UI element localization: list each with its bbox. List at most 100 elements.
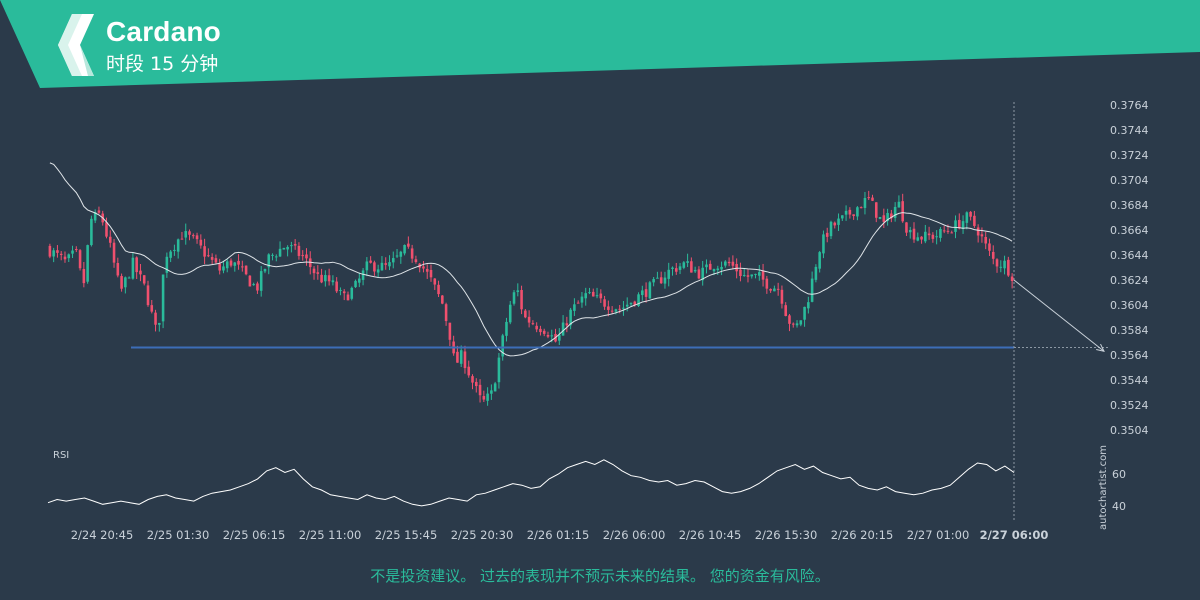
- candle: [607, 306, 610, 310]
- candle: [561, 322, 565, 336]
- candle: [656, 277, 659, 279]
- candle: [927, 233, 931, 236]
- candle: [90, 218, 93, 246]
- candle: [320, 274, 323, 283]
- chart-overlays: [131, 102, 1108, 520]
- candle: [358, 278, 361, 283]
- candle: [697, 269, 701, 279]
- candle: [271, 254, 274, 256]
- candle: [376, 269, 380, 273]
- candle: [331, 280, 335, 283]
- candle: [324, 275, 327, 282]
- price-tick-label: 0.3584: [1110, 324, 1149, 337]
- candle: [837, 218, 840, 225]
- candle: [403, 244, 406, 254]
- candle: [308, 258, 312, 268]
- candle: [516, 290, 520, 293]
- candle: [425, 268, 429, 272]
- candle: [965, 212, 969, 223]
- candle: [939, 228, 942, 238]
- candle: [716, 268, 720, 271]
- candle: [878, 217, 882, 219]
- candle: [769, 288, 772, 291]
- candle: [595, 295, 599, 297]
- candle: [614, 309, 618, 312]
- candle: [871, 197, 874, 201]
- candle: [867, 197, 871, 199]
- candle: [678, 266, 682, 270]
- candle: [501, 335, 504, 357]
- candle: [410, 248, 414, 259]
- candle: [316, 272, 320, 274]
- candle: [365, 261, 369, 271]
- candle: [863, 198, 867, 208]
- candle: [882, 215, 886, 222]
- candle: [214, 258, 218, 263]
- candle: [244, 265, 248, 275]
- candle: [527, 316, 531, 323]
- candle: [259, 271, 263, 291]
- candle: [739, 269, 742, 276]
- candle: [720, 266, 723, 270]
- candle: [86, 245, 89, 282]
- candle: [474, 381, 478, 387]
- candle: [980, 234, 984, 237]
- candle: [667, 269, 671, 279]
- candle: [188, 231, 191, 235]
- candle: [354, 280, 357, 288]
- candle: [844, 210, 848, 215]
- candle: [791, 323, 795, 325]
- candle: [897, 201, 901, 208]
- candle: [467, 366, 471, 376]
- time-tick-label: 2/25 15:45: [375, 528, 438, 542]
- candle: [912, 228, 916, 240]
- candle: [493, 383, 497, 392]
- candle: [663, 277, 667, 284]
- candle: [158, 322, 161, 325]
- time-axis: 2/24 20:45 2/25 01:30 2/25 06:15 2/25 11:00…: [71, 528, 1049, 542]
- candle: [584, 293, 588, 299]
- candle: [463, 351, 467, 369]
- candle: [263, 269, 267, 272]
- candle: [603, 299, 606, 307]
- candle: [497, 357, 501, 383]
- candle: [803, 306, 806, 320]
- candle: [644, 289, 648, 297]
- forecast-arrow: [1013, 279, 1105, 352]
- candle: [195, 235, 199, 240]
- candle: [550, 335, 554, 337]
- candle: [78, 250, 82, 269]
- price-tick-label: 0.3524: [1110, 399, 1149, 412]
- candle: [199, 239, 203, 246]
- candle: [127, 277, 131, 279]
- candle: [531, 323, 535, 325]
- candle: [124, 277, 127, 288]
- candle: [173, 249, 176, 251]
- candle: [976, 227, 980, 236]
- price-tick-label: 0.3664: [1110, 224, 1149, 237]
- candle: [765, 278, 769, 289]
- candle: [701, 267, 704, 281]
- candle: [71, 250, 74, 254]
- candle: [916, 237, 920, 241]
- candle: [708, 263, 712, 270]
- candle: [414, 259, 418, 262]
- candle: [150, 305, 154, 312]
- candle: [1010, 276, 1014, 281]
- candle: [146, 285, 150, 306]
- price-axis: 0.3764 0.3744 0.3724 0.3704 0.3684 0.3664 0.36…: [1110, 99, 1149, 437]
- candle: [120, 276, 123, 289]
- candle: [841, 215, 844, 219]
- candle: [52, 250, 55, 257]
- page-title: Cardano: [106, 16, 221, 47]
- candle: [327, 275, 331, 282]
- candle: [724, 261, 727, 266]
- candle: [908, 229, 912, 233]
- candle: [282, 247, 286, 250]
- candle: [290, 245, 293, 247]
- candle: [573, 304, 576, 311]
- candle: [191, 235, 195, 237]
- candle: [893, 206, 897, 218]
- rsi-panel: RSI 60 40: [47, 450, 1126, 513]
- candle: [422, 266, 425, 269]
